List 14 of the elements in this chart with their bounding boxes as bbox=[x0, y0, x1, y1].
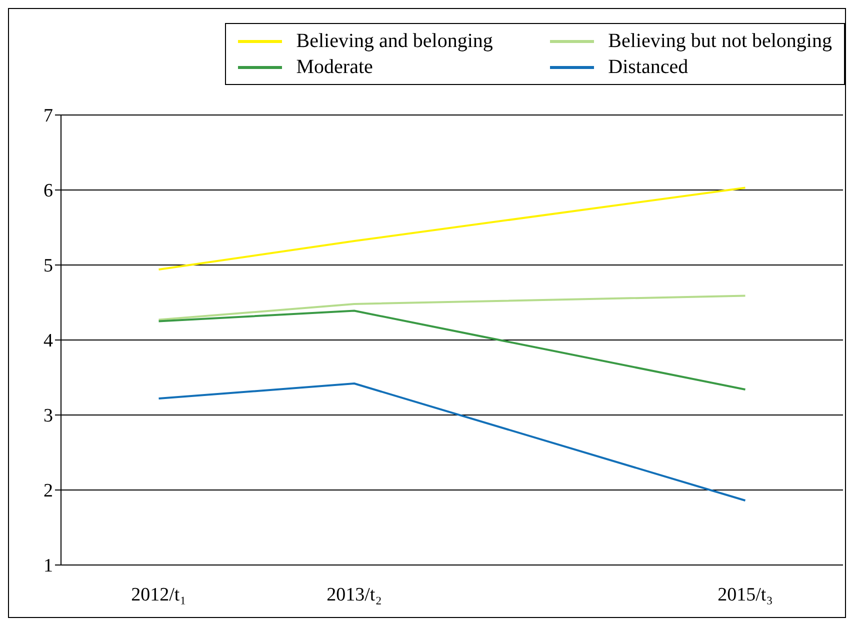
legend-label: Distanced bbox=[608, 55, 688, 80]
legend-label: Believing but not belonging bbox=[608, 29, 832, 54]
x-tick-label: 2013/t₂ bbox=[326, 584, 382, 606]
y-tick-label: 4 bbox=[44, 330, 54, 352]
legend-label: Moderate bbox=[296, 55, 373, 80]
y-tick-label: 6 bbox=[44, 180, 53, 202]
legend-label: Believing and belonging bbox=[296, 29, 493, 54]
y-tick-label: 5 bbox=[44, 256, 53, 277]
y-tick-label: 7 bbox=[44, 106, 53, 127]
x-tick-label: 2012/t₁ bbox=[131, 584, 186, 606]
x-tick-label: 2015/t₃ bbox=[718, 584, 773, 606]
y-tick-label: 3 bbox=[44, 406, 53, 427]
y-tick-label: 1 bbox=[44, 556, 53, 577]
y-tick-label: 2 bbox=[44, 480, 53, 502]
